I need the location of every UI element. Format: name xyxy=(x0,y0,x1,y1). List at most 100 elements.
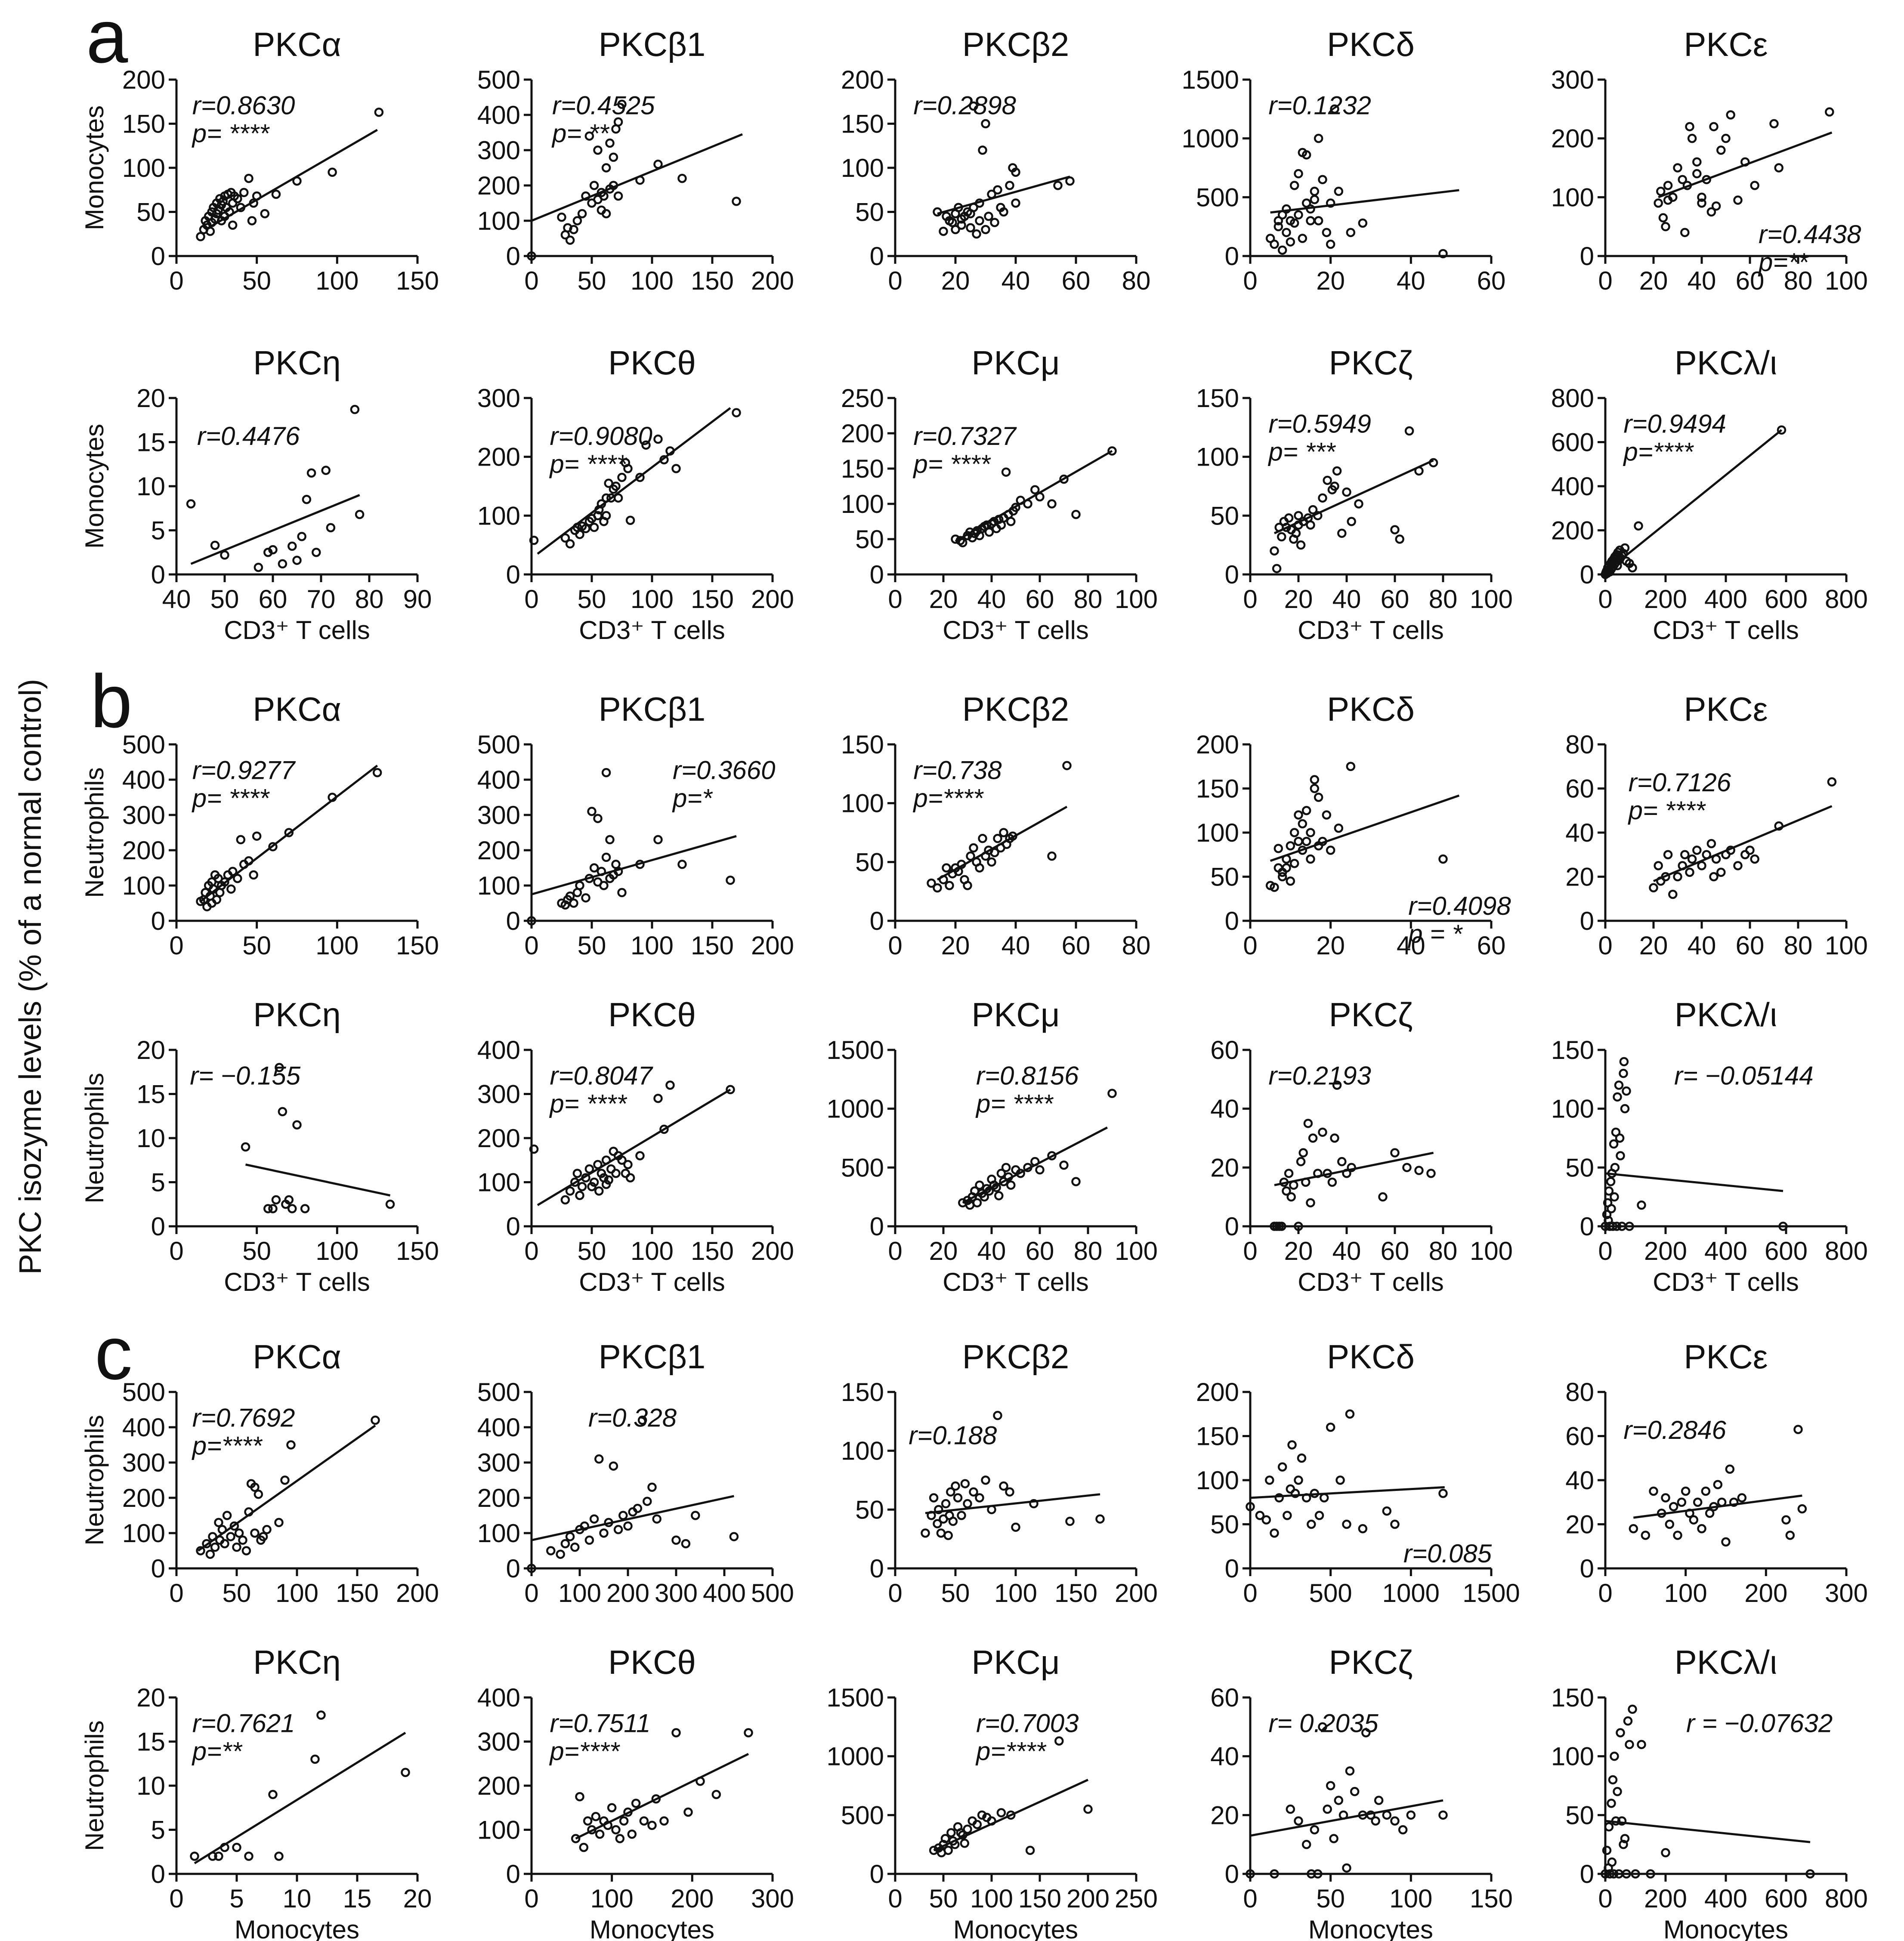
x-tick-label: 60 xyxy=(1477,931,1506,960)
y-tick-label: 0 xyxy=(870,1554,884,1583)
chart-title: PKCβ2 xyxy=(962,25,1069,63)
data-point xyxy=(241,1142,250,1152)
data-point xyxy=(560,1539,570,1549)
data-point xyxy=(1289,859,1299,868)
data-point xyxy=(1346,228,1356,238)
data-point xyxy=(1390,1816,1400,1826)
data-point xyxy=(940,1834,950,1843)
data-point xyxy=(691,1511,700,1520)
data-point xyxy=(1687,133,1697,143)
r-label: r=0.8047 xyxy=(550,1062,653,1090)
x-tick-label: 80 xyxy=(1784,931,1813,960)
data-point xyxy=(594,1454,604,1464)
data-point xyxy=(1358,218,1368,228)
y-tick-label: 100 xyxy=(1196,818,1239,847)
data-point xyxy=(1697,192,1706,202)
data-point xyxy=(1625,1740,1634,1750)
data-point xyxy=(1382,1506,1392,1516)
r-label: r= −0.155 xyxy=(190,1062,301,1090)
y-tick-label: 0 xyxy=(506,907,520,935)
data-point xyxy=(355,509,365,519)
x-axis-label: CD3⁺ T cells xyxy=(224,1268,370,1296)
chart-title: PKCβ2 xyxy=(962,1338,1069,1376)
data-point xyxy=(1805,1869,1815,1879)
data-point xyxy=(593,814,603,823)
data-point xyxy=(529,535,539,545)
data-point xyxy=(1270,1528,1279,1538)
data-point xyxy=(268,1204,278,1213)
data-point xyxy=(993,1410,1002,1420)
data-point xyxy=(1107,1089,1117,1098)
regression-line xyxy=(1653,805,1833,883)
data-point xyxy=(609,1461,618,1471)
data-point xyxy=(726,875,735,885)
y-tick-label: 150 xyxy=(1551,1036,1594,1065)
data-point xyxy=(726,1085,735,1094)
data-point xyxy=(328,167,337,177)
data-point xyxy=(1608,1222,1618,1231)
x-tick-label: 50 xyxy=(578,931,606,960)
p-label: p= **** xyxy=(192,119,270,148)
y-tick-label: 150 xyxy=(841,454,884,483)
y-tick-label: 400 xyxy=(477,765,520,794)
x-tick-label: 20 xyxy=(1316,931,1345,960)
data-point xyxy=(990,218,999,227)
x-tick-label: 50 xyxy=(578,585,606,614)
data-point xyxy=(1318,175,1327,185)
scatter-b-9: PKCλ/ι 0 200 400 600 800 0 50 100 150 CD3⁺ T cells… xyxy=(1551,996,1868,1296)
x-tick-label: 50 xyxy=(242,931,271,960)
data-point xyxy=(1294,169,1303,179)
data-point xyxy=(275,1063,284,1072)
chart-title: PKCα xyxy=(253,690,341,728)
data-point xyxy=(1289,181,1299,190)
data-point xyxy=(984,212,993,221)
chart-title: PKCμ xyxy=(971,996,1060,1034)
data-point xyxy=(1716,145,1726,155)
y-tick-label: 80 xyxy=(1565,1378,1594,1407)
y-tick-label: 0 xyxy=(870,907,884,935)
y-tick-label: 0 xyxy=(151,1212,165,1241)
x-tick-label: 100 xyxy=(631,931,674,960)
y-tick-label: 0 xyxy=(1580,560,1594,589)
y-tick-label: 300 xyxy=(477,1448,520,1477)
data-point xyxy=(232,1543,241,1552)
data-point xyxy=(1733,861,1743,870)
data-point xyxy=(1721,133,1731,143)
data-point xyxy=(1307,1519,1316,1529)
scatter-b-0: PKCα 0 50 100 150 0 100 200 300 400 500 Neutrophils… xyxy=(80,690,439,960)
data-point xyxy=(1438,854,1448,864)
r-label: r= −0.05144 xyxy=(1674,1062,1814,1090)
data-point xyxy=(1274,1493,1284,1503)
data-point xyxy=(996,1169,1006,1178)
x-tick-label: 600 xyxy=(1765,1237,1808,1265)
y-tick-label: 40 xyxy=(1565,818,1594,847)
data-point xyxy=(527,916,536,926)
data-point xyxy=(1610,1751,1619,1761)
x-tick-label: 600 xyxy=(1765,1884,1808,1913)
y-tick-label: 100 xyxy=(477,1519,520,1548)
data-point xyxy=(250,1528,260,1538)
data-point xyxy=(969,101,978,111)
data-point xyxy=(310,1754,320,1764)
data-point xyxy=(1282,1186,1291,1196)
x-tick-label: 0 xyxy=(888,266,902,295)
data-point xyxy=(1029,1499,1039,1509)
scatter-b-1: PKCβ1 0 50 100 150 200 0 100 200 300 400 500 r=0.366… xyxy=(477,690,794,960)
x-tick-label: 60 xyxy=(1026,1237,1054,1265)
data-point xyxy=(241,1546,251,1555)
data-point xyxy=(999,207,1008,217)
chart-title: PKCθ xyxy=(608,996,696,1034)
data-point xyxy=(1402,1163,1412,1173)
x-axis-label: CD3⁺ T cells xyxy=(1298,616,1444,645)
x-tick-label: 200 xyxy=(751,1237,794,1265)
r-label: r=0.4525 xyxy=(552,91,655,120)
r-label: r=0.8156 xyxy=(976,1062,1079,1090)
data-point xyxy=(1620,1834,1630,1843)
data-point xyxy=(1361,1728,1371,1737)
x-tick-label: 100 xyxy=(1825,931,1868,960)
y-tick-label: 0 xyxy=(1580,1554,1594,1583)
data-point xyxy=(239,188,249,197)
regression-line xyxy=(194,1731,406,1864)
chart-title: PKCμ xyxy=(971,1643,1060,1681)
data-point xyxy=(1634,521,1643,531)
